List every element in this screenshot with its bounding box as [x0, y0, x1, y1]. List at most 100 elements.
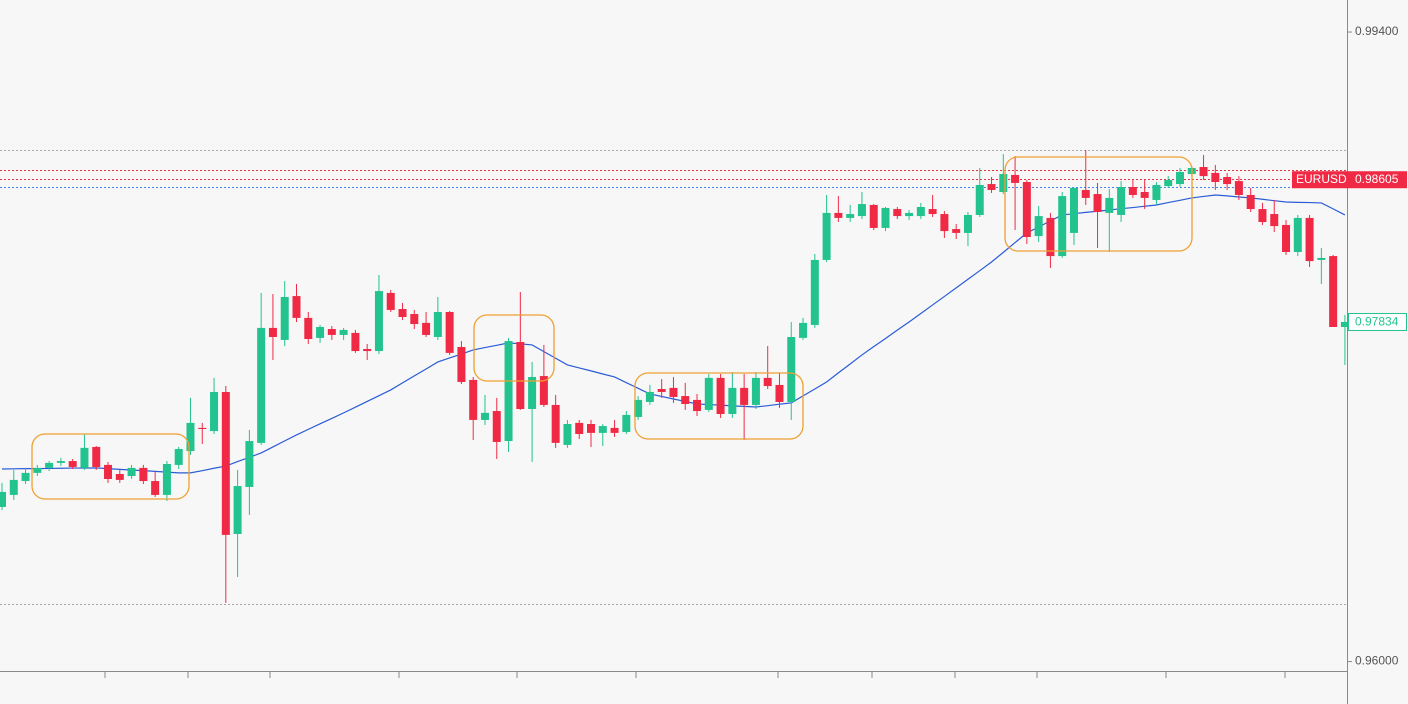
- candle-body: [799, 322, 808, 338]
- candle-body: [257, 327, 266, 443]
- candle-body: [469, 379, 478, 420]
- candle-body: [905, 212, 914, 217]
- candle-body: [1069, 187, 1078, 233]
- candle-body: [645, 391, 654, 402]
- candle-body: [716, 377, 725, 415]
- candle-body: [928, 209, 937, 215]
- annotation-boxes: [31, 156, 1193, 500]
- candle-body: [327, 329, 336, 335]
- candle-body: [704, 377, 713, 410]
- bid-price-label: 0.98605: [1355, 172, 1399, 186]
- highlight-box: [473, 314, 555, 382]
- candle-body: [1081, 189, 1090, 198]
- candle-body: [480, 412, 489, 420]
- candle-body: [457, 346, 466, 382]
- candle-body: [21, 472, 30, 482]
- candle-body: [304, 317, 313, 340]
- candle-body: [162, 463, 171, 495]
- candle-body: [445, 311, 454, 353]
- candle-body: [587, 424, 595, 433]
- candle-body: [987, 184, 996, 190]
- candle-body: [1199, 167, 1208, 177]
- candle-body: [1270, 214, 1279, 227]
- candle-body: [775, 384, 784, 402]
- candle-body: [740, 387, 749, 405]
- candle-body: [115, 473, 124, 480]
- candle-body: [893, 209, 902, 217]
- candle-body: [598, 426, 607, 433]
- candle-body: [1246, 194, 1255, 210]
- candle-body: [763, 377, 772, 387]
- candle-body: [846, 214, 855, 218]
- candle-body: [693, 399, 702, 412]
- candle-body: [504, 341, 513, 442]
- candle-body: [386, 292, 395, 310]
- candle-body: [33, 467, 42, 473]
- candle-body: [351, 332, 360, 352]
- candle-body: [1011, 174, 1020, 183]
- candle-body: [940, 214, 949, 232]
- candles: [0, 149, 1349, 603]
- candle-body: [9, 479, 18, 495]
- candle-body: [869, 204, 878, 228]
- price-levels: [0, 150, 1347, 605]
- candle-body: [268, 327, 277, 337]
- candle-body: [751, 377, 760, 405]
- candle-body: [1164, 179, 1173, 187]
- candle-body: [728, 387, 737, 415]
- candle-body: [1329, 256, 1338, 327]
- candle-body: [1117, 187, 1126, 215]
- candle-body: [1058, 196, 1067, 257]
- candle-body: [127, 467, 136, 477]
- candle-body: [45, 462, 54, 468]
- candle-body: [422, 322, 431, 335]
- candle-body: [975, 184, 984, 215]
- candle-body: [280, 296, 289, 340]
- candle-body: [634, 399, 643, 417]
- candle-body: [563, 424, 572, 445]
- candle-body: [963, 214, 972, 233]
- last-price-label: 0.97834: [1355, 315, 1399, 329]
- highlight-box: [31, 433, 190, 500]
- candle-body: [1093, 194, 1102, 213]
- candle-body: [575, 422, 584, 435]
- candle-body: [1234, 181, 1243, 195]
- candle-body: [1152, 184, 1161, 200]
- candle-body: [292, 296, 301, 318]
- candle-body: [398, 309, 407, 317]
- candle-body: [233, 486, 242, 534]
- candle-body: [374, 291, 383, 352]
- candle-body: [1176, 172, 1184, 185]
- candle-body: [881, 207, 890, 228]
- candle-body: [1293, 217, 1302, 252]
- candle-body: [916, 207, 925, 217]
- candle-body: [539, 376, 548, 405]
- candle-body: [834, 212, 843, 218]
- candle-body: [1282, 224, 1291, 252]
- candle-body: [492, 411, 501, 442]
- highlight-box: [634, 372, 804, 440]
- candle-body: [80, 447, 89, 468]
- candle-body: [1034, 216, 1043, 237]
- candle-body: [210, 391, 219, 432]
- candle-body: [139, 467, 148, 482]
- candle-body: [1022, 182, 1031, 237]
- candle-body: [1340, 321, 1349, 327]
- candle-body: [0, 491, 6, 507]
- candle-body: [528, 376, 537, 410]
- candle-body: [92, 446, 101, 467]
- candle-body: [198, 427, 207, 430]
- candle-body: [56, 461, 65, 463]
- candle-body: [1305, 217, 1314, 262]
- time-tick-marks: [104, 672, 1286, 678]
- candle-body: [999, 174, 1008, 193]
- candle-body: [186, 422, 195, 452]
- candle-body: [174, 448, 183, 465]
- candle-body: [245, 441, 254, 487]
- candle-body: [1046, 217, 1055, 257]
- candle-body: [1258, 209, 1267, 223]
- candle-body: [221, 391, 230, 535]
